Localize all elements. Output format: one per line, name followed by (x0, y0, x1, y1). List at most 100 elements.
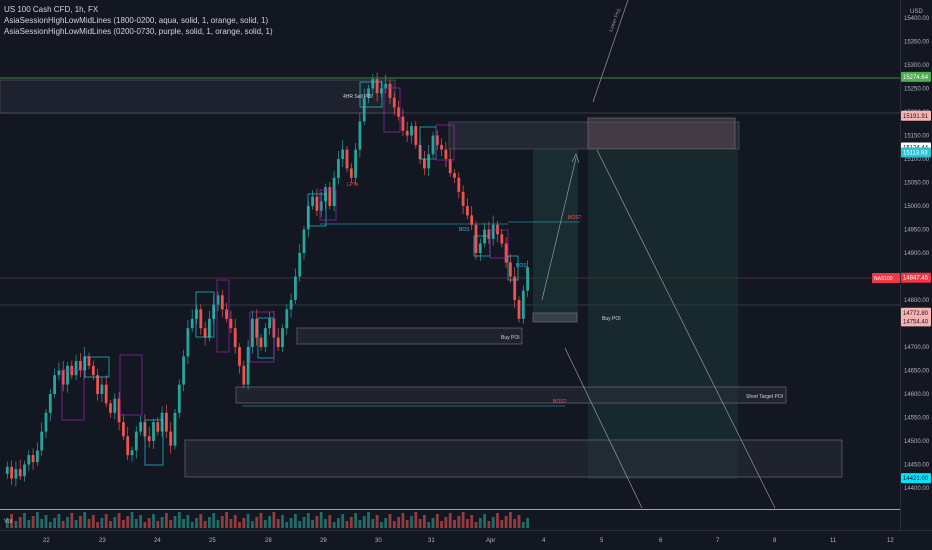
candle-body (496, 224, 499, 235)
price-badge (901, 71, 931, 82)
session-box (84, 356, 110, 378)
volume-bar (165, 513, 168, 528)
volume-bar (341, 514, 345, 528)
volume-bar (358, 520, 362, 528)
volume-bar (74, 520, 78, 528)
volume-bar (444, 517, 448, 528)
candle-body (216, 295, 220, 305)
annotation-bos-1: BOS (459, 227, 470, 233)
price-badge-label: 15113.93 (903, 150, 928, 156)
volume-bar (526, 518, 529, 528)
volume-bar (311, 520, 314, 528)
annotation-short-target-poi: Short Target POI (746, 394, 783, 400)
volume-bar (302, 517, 306, 528)
indicator-2[interactable]: AsiaSessionHighLowMidLines (0200-0730, p… (4, 27, 273, 36)
volume-bar (431, 518, 435, 528)
candle-body (251, 318, 254, 347)
candle-body (392, 97, 396, 108)
volume-bar (208, 517, 211, 528)
volume-bar (152, 514, 155, 528)
volume-bar (246, 514, 250, 528)
volume-bar (483, 514, 486, 528)
candle-body (358, 121, 362, 150)
candle-body (195, 309, 198, 319)
candle-body (130, 450, 134, 456)
candle-body (246, 347, 250, 385)
volume-bar (496, 513, 499, 528)
candle-body (100, 384, 104, 394)
volume-bar (117, 513, 121, 528)
candle-body (349, 168, 353, 178)
indicator-1[interactable]: AsiaSessionHighLowMidLines (1800-0200, a… (4, 16, 269, 25)
candle-body (27, 455, 31, 465)
candle-body (165, 412, 168, 432)
time-axis-label: 28 (265, 538, 272, 544)
time-axis-label: 12 (887, 538, 894, 544)
price-axis-tick: 14400.00 (904, 486, 930, 492)
volume-bar (405, 520, 409, 528)
candle-body (513, 276, 517, 300)
volume-bar (401, 513, 405, 528)
time-axis-label: Apr (486, 538, 495, 544)
candle-body (14, 469, 18, 479)
candle-body (448, 159, 452, 174)
volume-bar (354, 513, 357, 528)
candle-body (453, 173, 456, 178)
candle-body (53, 375, 56, 394)
session-box (249, 311, 275, 363)
price-axis-tick: 14950.00 (904, 228, 930, 234)
volume-bar (212, 513, 216, 528)
annotation-bos-4: BOS? (553, 399, 567, 405)
volume-bar (126, 516, 130, 528)
volume-bar (448, 513, 452, 528)
volume-bar (345, 521, 349, 528)
candle-body (410, 126, 413, 136)
price-badge-label: 15274.64 (903, 75, 929, 81)
volume-bar (509, 512, 512, 528)
long-position-profit (533, 149, 578, 319)
volume-bar (281, 515, 284, 528)
symbol-tag-label: NAS100 (874, 276, 893, 282)
volume-bar (349, 517, 353, 528)
volume-bar (392, 521, 396, 528)
volume-bar (53, 518, 56, 528)
volume-bar (513, 519, 517, 528)
candle-body (311, 196, 314, 206)
volume-bar (134, 519, 138, 528)
candle-body (401, 116, 405, 131)
candle-body (199, 309, 203, 329)
candle-body (371, 79, 375, 89)
candle-body (302, 229, 306, 253)
candle-body (388, 83, 392, 98)
time-axis-label: 4 (542, 538, 546, 544)
candle-body (61, 370, 65, 385)
candle-body (57, 370, 61, 376)
currency-label: USD (910, 9, 923, 15)
volume-bar (371, 519, 375, 528)
time-axis-label: 11 (830, 538, 837, 544)
volume-bar (147, 518, 151, 528)
candle-body (328, 187, 332, 206)
candle-body (289, 300, 293, 310)
projection-line-top (592, 0, 629, 103)
volume-bar (414, 512, 418, 528)
candle-body (294, 276, 297, 300)
candle-body (122, 422, 125, 437)
volume-bar (388, 514, 392, 528)
candle-body (423, 159, 426, 169)
candle-body (18, 469, 22, 477)
supply-zone-top (0, 79, 396, 114)
candle-body (173, 412, 177, 446)
candle-body (435, 135, 439, 145)
symbol-tag (872, 273, 900, 283)
volume-bar (504, 516, 508, 528)
candle-body (242, 365, 246, 385)
volume-bar (220, 516, 224, 528)
volume-bar (259, 513, 263, 528)
annotation-lpt: LPTe (347, 182, 359, 188)
volume-bar (23, 513, 26, 528)
volume-bar (109, 521, 112, 528)
volume-bar (104, 514, 108, 528)
symbol-title[interactable]: US 100 Cash CFD, 1h, FX (4, 5, 99, 14)
